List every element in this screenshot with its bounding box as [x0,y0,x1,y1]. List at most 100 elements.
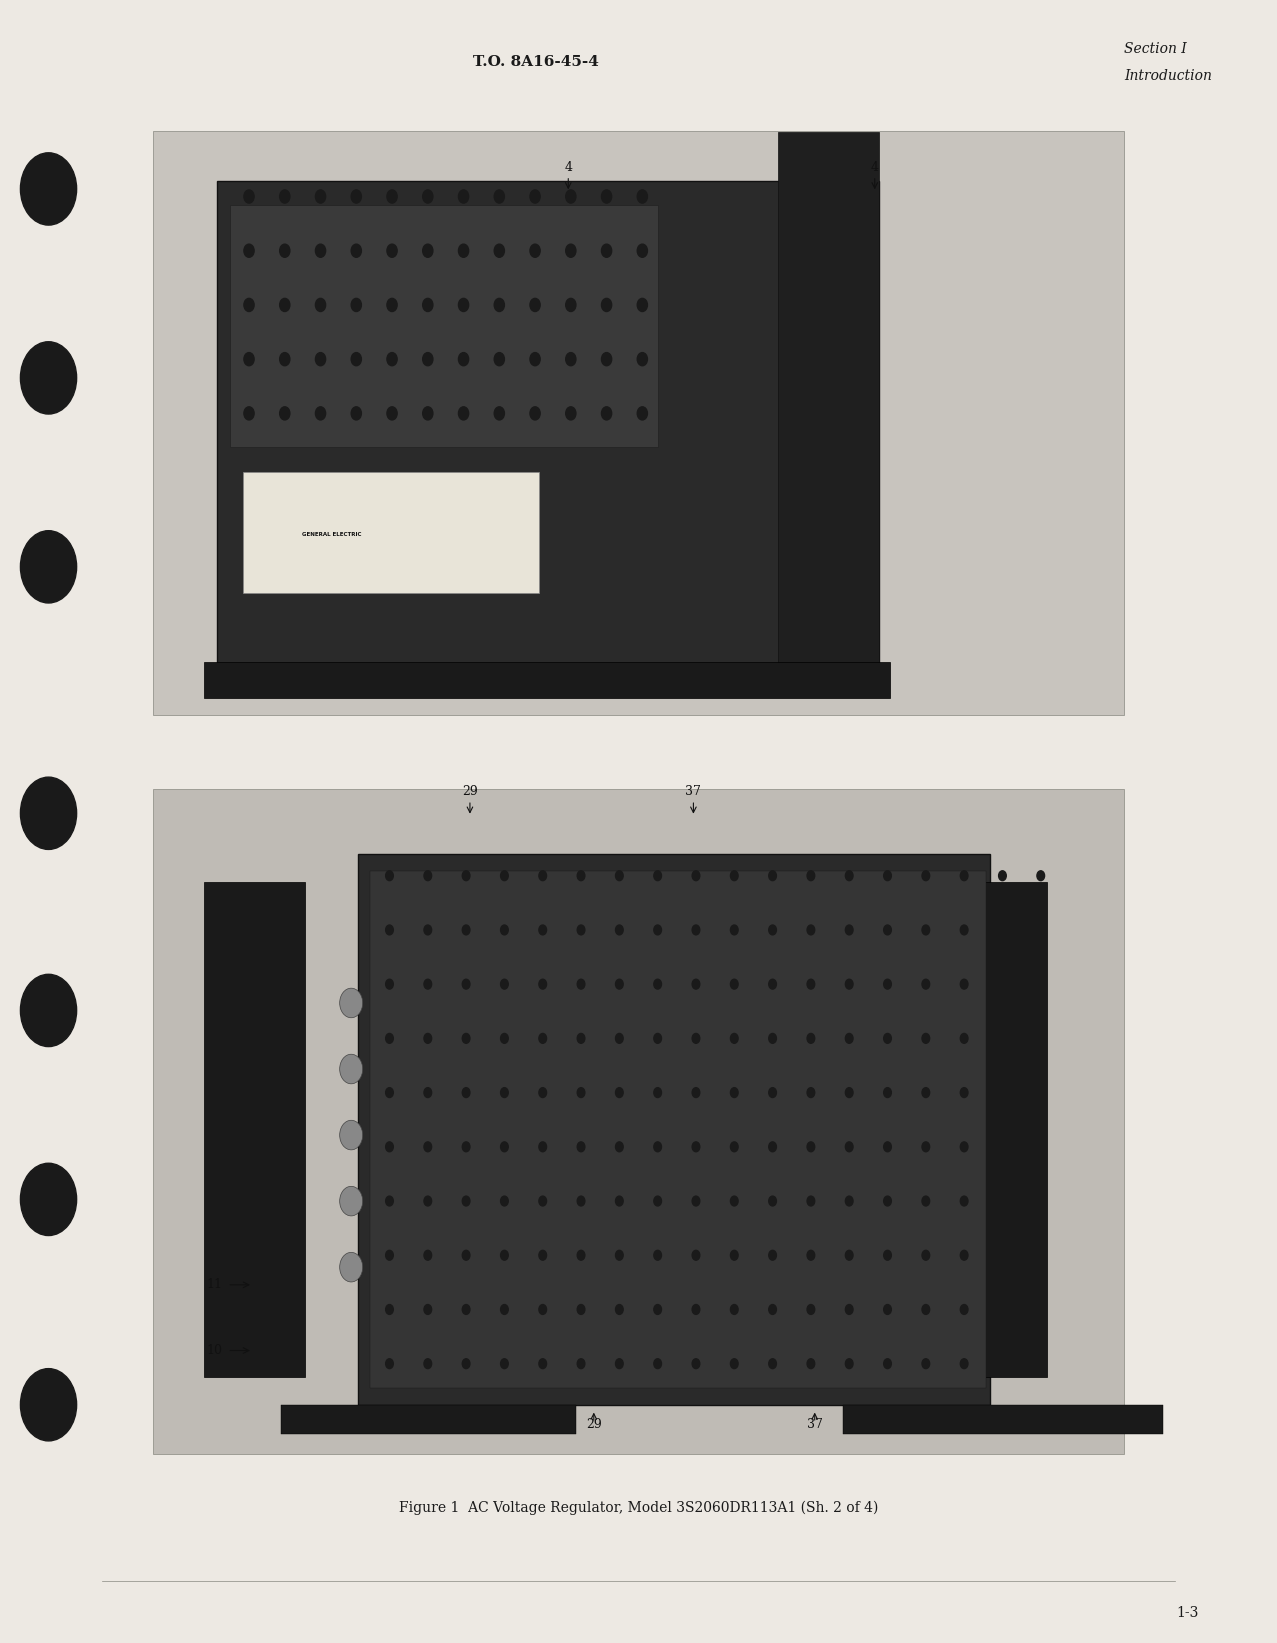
Circle shape [845,1196,853,1206]
Circle shape [730,871,738,881]
Circle shape [530,299,540,312]
Circle shape [960,925,968,935]
Circle shape [884,979,891,989]
Circle shape [462,1359,470,1369]
Circle shape [1037,979,1045,989]
Circle shape [280,245,290,258]
Circle shape [280,353,290,366]
Circle shape [692,979,700,989]
Circle shape [566,353,576,366]
Circle shape [458,407,469,421]
Circle shape [280,191,290,204]
Circle shape [922,1359,930,1369]
Circle shape [424,1142,432,1152]
Circle shape [807,1196,815,1206]
FancyBboxPatch shape [281,1405,576,1434]
Circle shape [539,1088,547,1098]
Circle shape [501,1088,508,1098]
Circle shape [386,1305,393,1314]
Circle shape [462,925,470,935]
Circle shape [999,1305,1006,1314]
Circle shape [884,1088,891,1098]
Circle shape [845,925,853,935]
Circle shape [960,1033,968,1043]
Circle shape [566,407,576,421]
Circle shape [386,925,393,935]
Circle shape [960,1305,968,1314]
Circle shape [539,1142,547,1152]
Circle shape [730,1250,738,1260]
FancyBboxPatch shape [243,472,539,593]
Circle shape [884,925,891,935]
Circle shape [616,1250,623,1260]
Circle shape [922,1305,930,1314]
Circle shape [315,299,326,312]
Circle shape [807,1033,815,1043]
Circle shape [351,353,361,366]
Circle shape [616,1088,623,1098]
Circle shape [577,1088,585,1098]
Circle shape [769,1305,776,1314]
Circle shape [884,1359,891,1369]
Circle shape [654,1305,661,1314]
Circle shape [692,925,700,935]
Circle shape [845,1142,853,1152]
Circle shape [539,1305,547,1314]
Circle shape [616,1196,623,1206]
Circle shape [494,245,504,258]
Circle shape [769,1033,776,1043]
Circle shape [280,299,290,312]
FancyBboxPatch shape [778,133,879,665]
Circle shape [244,407,254,421]
Circle shape [494,299,504,312]
Circle shape [730,979,738,989]
Circle shape [999,925,1006,935]
Circle shape [577,1305,585,1314]
Circle shape [501,1033,508,1043]
Circle shape [999,1359,1006,1369]
Circle shape [386,871,393,881]
Circle shape [494,407,504,421]
Circle shape [884,1250,891,1260]
Text: 37: 37 [807,1418,822,1431]
Circle shape [462,1305,470,1314]
Circle shape [807,979,815,989]
Circle shape [884,1305,891,1314]
Circle shape [530,191,540,204]
FancyBboxPatch shape [204,662,890,698]
Circle shape [999,1088,1006,1098]
Circle shape [654,1250,661,1260]
Circle shape [769,1088,776,1098]
Circle shape [601,353,612,366]
Circle shape [730,1033,738,1043]
Circle shape [960,1088,968,1098]
Circle shape [20,1369,77,1441]
Circle shape [494,353,504,366]
Circle shape [616,979,623,989]
Circle shape [539,1250,547,1260]
Circle shape [244,245,254,258]
Circle shape [884,1142,891,1152]
Circle shape [845,979,853,989]
Circle shape [1037,1033,1045,1043]
Circle shape [501,871,508,881]
Circle shape [1037,1359,1045,1369]
Circle shape [424,1250,432,1260]
Circle shape [424,925,432,935]
Circle shape [539,1033,547,1043]
Text: Section I: Section I [1124,43,1186,56]
Circle shape [730,1305,738,1314]
Circle shape [769,1359,776,1369]
Circle shape [692,871,700,881]
Circle shape [922,871,930,881]
Circle shape [315,407,326,421]
Circle shape [960,871,968,881]
Circle shape [845,1305,853,1314]
Text: T.O. 8A16-45-4: T.O. 8A16-45-4 [474,56,599,69]
FancyBboxPatch shape [843,1405,1163,1434]
Circle shape [351,299,361,312]
Circle shape [1037,1305,1045,1314]
Circle shape [423,245,433,258]
Circle shape [616,1305,623,1314]
Circle shape [566,191,576,204]
